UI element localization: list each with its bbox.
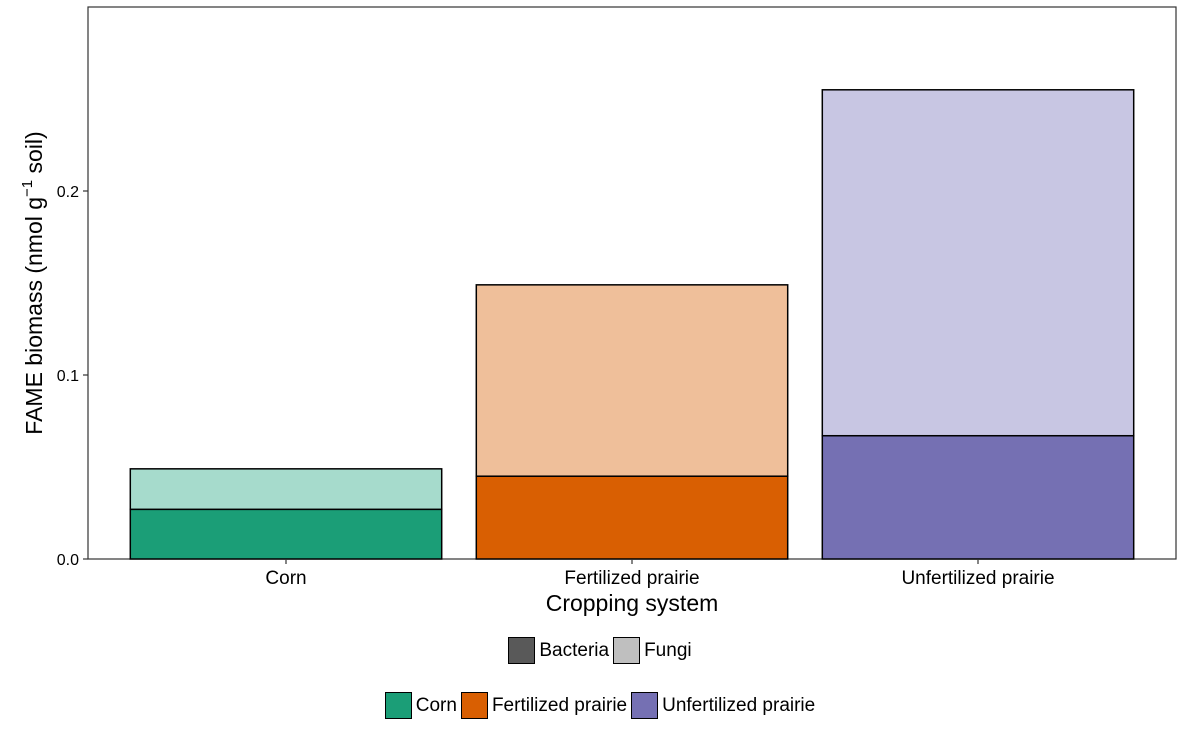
x-tick-label-corn: Corn [265,568,306,589]
bar-corn-bacteria [129,508,443,560]
y-tick-label: 0.2 [57,184,79,201]
x-tick-label-unfertilized-prairie: Unfertilized prairie [901,568,1054,589]
legend-swatch-corn [384,692,412,719]
bar-fertilized-prairie-bacteria [475,475,789,560]
legend-item-bacteria: Bacteria [508,637,609,664]
x-tick-label-fertilized-prairie: Fertilized prairie [564,568,699,589]
legend-swatch-unfertilized-prairie [631,692,659,719]
y-tick-label: 0.1 [57,368,79,385]
x-axis: Corn Fertilized prairie Unfertilized prair… [265,559,1055,589]
bar-unfertilized-prairie-bacteria [821,434,1135,560]
legend-swatch-fertilized-prairie [460,692,488,719]
legend-label-fertilized-prairie: Fertilized prairie [491,694,628,716]
y-tick-label: 0.0 [57,552,79,569]
legend-item-corn: Corn [384,692,457,719]
legend-item-fungi: Fungi [613,637,692,664]
legend-item-fertilized-prairie: Fertilized prairie [460,692,628,719]
legend-label-corn: Corn [415,694,457,716]
legend-taxa: Bacteria Fungi [0,637,1200,664]
legend-label-fungi: Fungi [644,639,692,661]
bar-unfertilized-prairie-fungi [821,89,1135,437]
legend-label-bacteria: Bacteria [539,639,610,661]
legend-swatch-bacteria [508,637,536,664]
legend-swatch-fungi [613,637,641,664]
legend-label-unfertilized-prairie: Unfertilized prairie [662,694,816,716]
x-axis-title: Cropping system [546,590,719,616]
legend-cropping-system: Corn Fertilized prairie Unfertilized pra… [0,692,1200,719]
y-axis-title: FAME biomass (nmol g−1 soil) [19,131,47,434]
legend-item-unfertilized-prairie: Unfertilized prairie [631,692,815,719]
bar-corn-fungi [129,468,443,511]
y-axis: 0.0 0.1 0.2 [57,184,88,569]
bars-group [129,89,1135,560]
bar-fertilized-prairie-fungi [475,284,789,477]
